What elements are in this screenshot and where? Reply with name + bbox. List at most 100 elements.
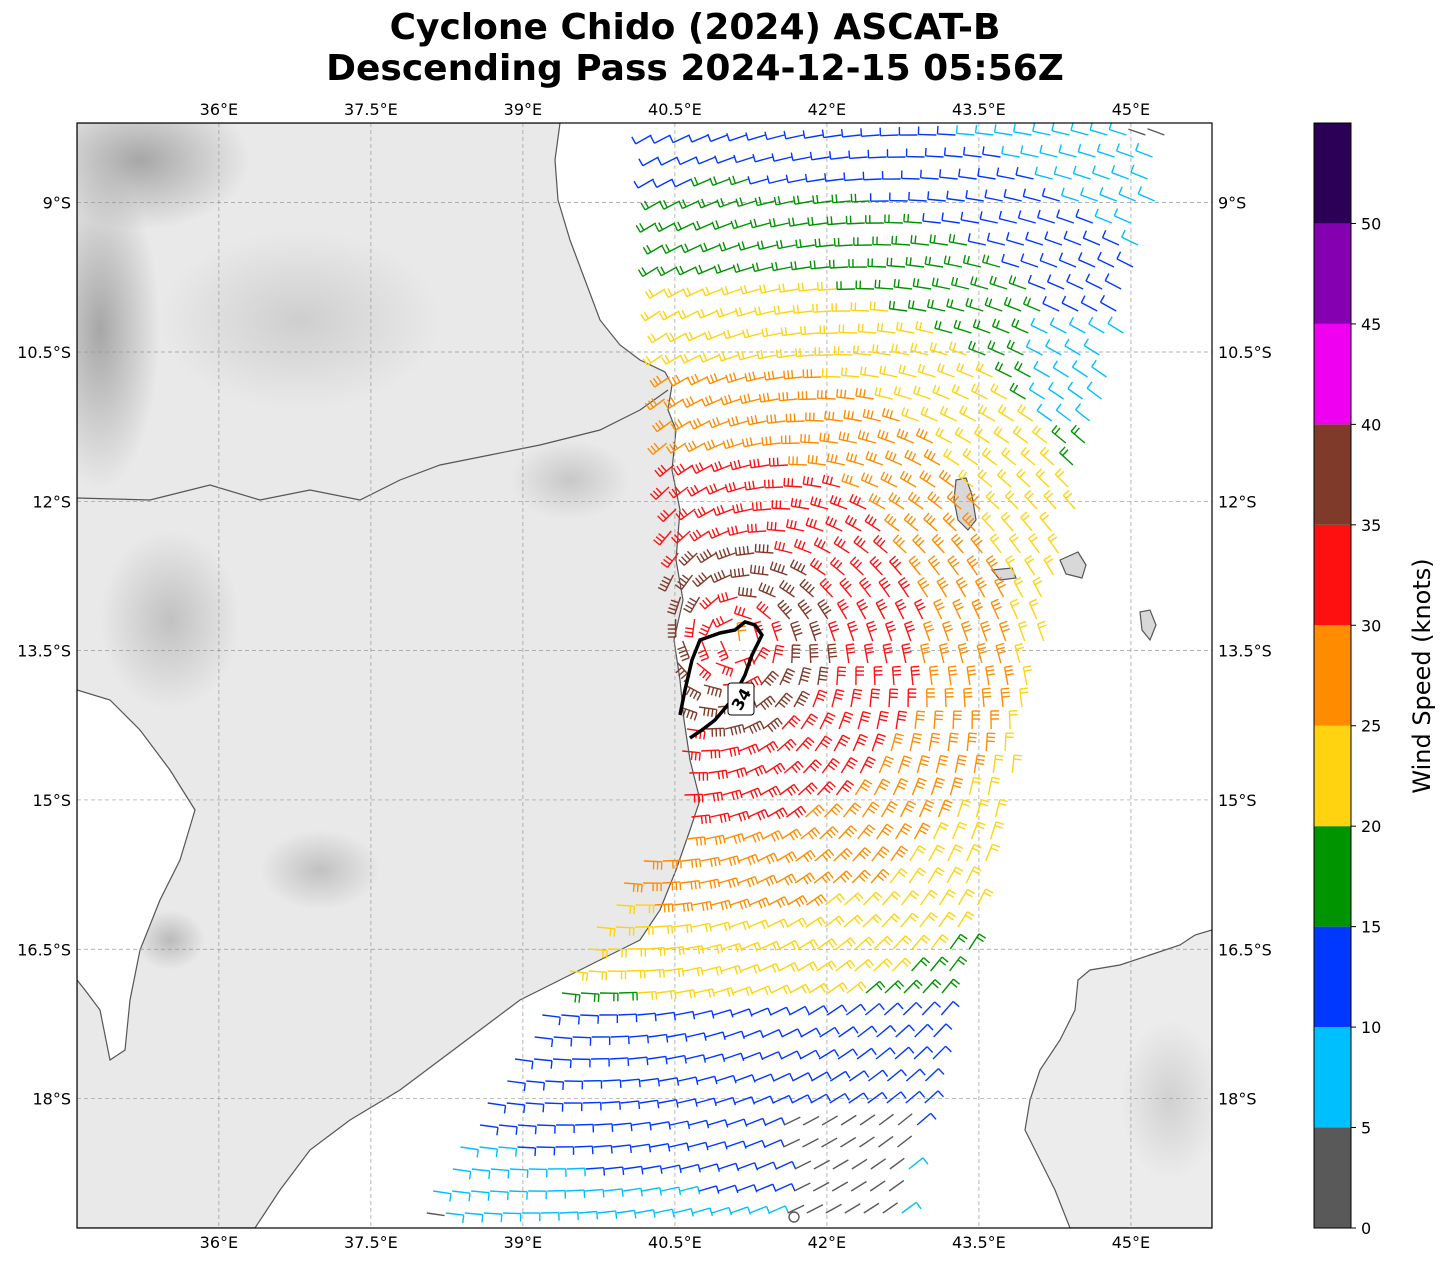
wind-barb xyxy=(785,413,805,423)
wind-barb xyxy=(874,279,894,290)
wind-barb xyxy=(951,821,968,840)
wind-barb xyxy=(1055,403,1072,422)
wind-barb xyxy=(707,133,728,143)
wind-barb xyxy=(1012,425,1029,444)
wind-barb xyxy=(875,598,888,620)
wind-barb xyxy=(1130,164,1148,180)
wind-barb xyxy=(908,191,927,202)
wind-barb xyxy=(773,196,794,206)
wind-barb xyxy=(783,1116,801,1126)
wind-barb xyxy=(936,576,949,598)
wind-barb xyxy=(858,577,872,598)
wind-barb xyxy=(729,567,750,579)
wind-barb xyxy=(1082,230,1101,246)
wind-barb xyxy=(864,1003,885,1016)
wind-barb xyxy=(768,218,789,228)
chart-title-line2: Descending Pass 2024-12-15 05:56Z xyxy=(326,48,1064,89)
wind-barb xyxy=(561,1014,580,1025)
wind-barb xyxy=(831,1181,849,1192)
wind-barb xyxy=(812,689,828,708)
lon-tick-top: 37.5°E xyxy=(344,100,398,119)
wind-barb xyxy=(797,282,818,292)
wind-barb xyxy=(959,405,977,422)
wind-barb xyxy=(609,1057,630,1066)
wind-barb xyxy=(1060,187,1079,202)
wind-barb xyxy=(985,555,998,576)
wind-barb xyxy=(1072,165,1091,180)
wind-barb xyxy=(917,576,930,598)
wind-barb xyxy=(793,690,810,708)
wind-barb xyxy=(1004,732,1014,752)
land-moheli xyxy=(990,567,1017,581)
wind-barb xyxy=(720,394,741,406)
wind-barb xyxy=(712,504,734,517)
wind-barb xyxy=(882,643,893,664)
wind-barb xyxy=(790,620,803,642)
wind-barb xyxy=(805,412,824,422)
wind-barb xyxy=(1094,208,1113,224)
wind-barb xyxy=(681,879,701,890)
wind-barb xyxy=(1099,294,1117,312)
wind-barb xyxy=(895,1024,915,1038)
wind-barb xyxy=(827,982,848,994)
wind-barb xyxy=(1022,665,1033,686)
wind-barb xyxy=(1025,231,1044,246)
wind-barb xyxy=(825,893,846,906)
wind-barb xyxy=(654,222,676,233)
wind-barb xyxy=(528,1190,547,1200)
wind-barb xyxy=(1083,338,1100,356)
wind-barb xyxy=(746,523,767,533)
wind-barb xyxy=(718,241,740,252)
wind-barb xyxy=(754,543,774,554)
wind-barb xyxy=(968,776,982,796)
wind-barb xyxy=(1049,317,1067,334)
wind-barb xyxy=(1009,598,1020,620)
wind-barb xyxy=(680,243,702,254)
wind-barb xyxy=(892,534,907,554)
wind-barb xyxy=(816,960,837,972)
wind-barb xyxy=(918,799,935,818)
wind-barb xyxy=(1068,316,1086,334)
wind-barb xyxy=(857,711,871,730)
wind-barb xyxy=(779,579,795,598)
wind-barb xyxy=(671,178,692,188)
wind-barb xyxy=(670,419,692,431)
wind-barb xyxy=(651,420,673,433)
wind-barb xyxy=(838,711,854,730)
wind-barb xyxy=(966,732,977,752)
wind-barb xyxy=(848,1092,869,1104)
wind-barb xyxy=(597,1210,618,1219)
wind-barb xyxy=(509,1168,529,1178)
colorbar-tick-label: 45 xyxy=(1361,315,1381,334)
wind-barb xyxy=(812,194,832,205)
wind-barb xyxy=(1051,424,1067,444)
wind-barb xyxy=(900,170,920,180)
wind-barb xyxy=(607,970,627,980)
wind-barb xyxy=(675,1010,696,1020)
wind-barb xyxy=(892,935,912,950)
wind-barb xyxy=(981,687,992,708)
colorbar-label: Wind Speed (knots) xyxy=(1408,558,1436,793)
wind-barb xyxy=(884,620,897,642)
wind-barb xyxy=(665,946,685,956)
wind-barb xyxy=(928,844,945,862)
wind-barb xyxy=(724,481,746,493)
wind-barb xyxy=(1086,381,1103,400)
wind-barb xyxy=(844,892,864,906)
wind-barb xyxy=(819,577,834,598)
wind-barb xyxy=(552,1058,572,1069)
wind-barb xyxy=(909,845,927,862)
wind-barb xyxy=(727,767,748,778)
wind-barb xyxy=(780,435,800,445)
wind-barb xyxy=(647,332,668,344)
wind-barb xyxy=(826,453,846,466)
wind-barb xyxy=(960,211,979,224)
wind-barb xyxy=(479,1146,499,1158)
wind-barb xyxy=(833,536,850,554)
wind-barb xyxy=(722,438,744,450)
wind-barb xyxy=(749,897,770,909)
wind-barb xyxy=(709,176,730,187)
wind-barb xyxy=(911,957,931,972)
wind-barb xyxy=(967,340,986,356)
